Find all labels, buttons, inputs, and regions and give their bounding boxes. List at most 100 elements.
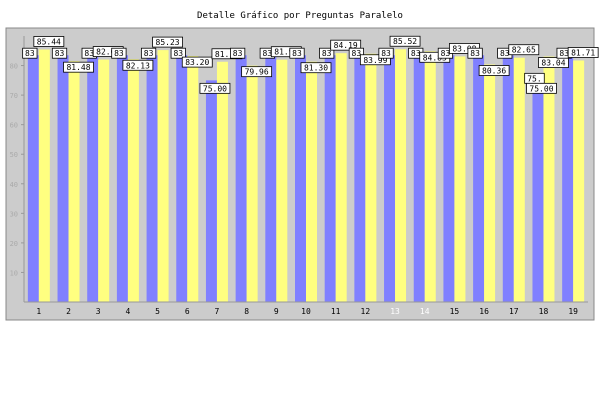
- data-label-text: 85.23: [156, 38, 180, 47]
- data-label-box: [152, 36, 183, 48]
- data-label-text: 82.65: [512, 46, 536, 55]
- bar: [513, 57, 525, 303]
- data-label-text: 85.44: [37, 37, 61, 46]
- data-label-text: 81.71: [571, 49, 595, 58]
- data-label-box: [467, 47, 483, 59]
- data-label-text: 83: [292, 49, 302, 58]
- y-tick-label: 30: [10, 210, 18, 218]
- x-tick-label: 11: [331, 307, 341, 316]
- data-label-text: 85.52: [393, 37, 417, 46]
- data-label-text: 83: [352, 49, 362, 58]
- bar: [276, 59, 288, 303]
- data-label: 83: [111, 47, 127, 59]
- data-label-text: 83: [55, 49, 65, 58]
- x-tick-label: 2: [66, 307, 71, 316]
- x-tick-label: 8: [244, 307, 249, 316]
- bar: [68, 61, 80, 302]
- data-label-text: 84.19: [334, 41, 358, 50]
- bar: [235, 55, 247, 302]
- data-label-text: 83: [233, 49, 243, 58]
- data-label-text: 81.28: [215, 50, 239, 59]
- data-label-box: [170, 47, 186, 59]
- x-axis: 1 2 3 4 5 6 7 8 9 10 11 12 13 14 15 16 17 18 19: [24, 301, 588, 316]
- data-label-box: [389, 35, 421, 47]
- bar: [532, 80, 544, 302]
- data-label: 85.52: [389, 35, 421, 47]
- data-label-text: 83.99: [363, 56, 387, 65]
- x-tick-label: 12: [361, 307, 371, 316]
- x-tick-label: 7: [215, 307, 220, 316]
- data-label: 83: [140, 47, 157, 59]
- x-tick-label: 14: [420, 307, 430, 316]
- bar: [246, 65, 258, 303]
- bar: [57, 55, 69, 302]
- x-tick-label: 1: [36, 307, 41, 316]
- bar: [395, 49, 407, 302]
- data-label: 81.71: [567, 47, 599, 58]
- bar: [87, 55, 99, 302]
- bar: [38, 49, 50, 303]
- data-label: 83.20: [181, 56, 213, 68]
- data-label-text: 82.02: [96, 48, 120, 57]
- y-axis: 10 20 30 40 50 60 70 80: [10, 36, 25, 302]
- y-tick-label: 50: [10, 151, 18, 159]
- data-label-text: 83: [25, 49, 35, 58]
- data-label-box: [378, 47, 394, 59]
- y-tick-label: 20: [10, 240, 18, 248]
- data-label: 75.00: [526, 82, 557, 94]
- bar: [176, 55, 188, 302]
- data-label-text: 83: [173, 49, 183, 58]
- data-label-text: 83: [381, 49, 391, 58]
- data-label: 85.23: [152, 36, 183, 48]
- bar: [502, 55, 514, 302]
- y-tick-label: 60: [10, 122, 18, 130]
- bar: [354, 55, 366, 302]
- y-tick-label: 10: [10, 269, 18, 277]
- x-tick-label: 17: [509, 307, 519, 316]
- bar: [306, 61, 317, 302]
- x-tick-label: 19: [568, 307, 578, 316]
- bar: [265, 55, 277, 302]
- data-label: 75.00: [199, 82, 231, 94]
- data-label-text: 75.00: [529, 84, 553, 93]
- data-label: 83: [170, 47, 186, 59]
- data-label-box: [508, 44, 540, 56]
- data-label-box: [567, 47, 599, 58]
- data-label-box: [538, 57, 569, 68]
- data-label-box: [526, 82, 557, 94]
- bar: [27, 55, 39, 302]
- x-tick-label: 13: [390, 307, 400, 316]
- bar: [365, 53, 377, 302]
- data-label-box: [63, 61, 94, 73]
- data-label: 84.19: [330, 39, 362, 51]
- data-label: 83: [348, 47, 364, 59]
- data-label-box: [478, 65, 510, 76]
- data-label-box: [199, 82, 231, 94]
- data-label-box: [33, 36, 65, 47]
- x-tick-label: 3: [96, 307, 101, 316]
- data-label-box: [319, 47, 335, 59]
- data-label-text: 83: [559, 49, 569, 58]
- data-label: 81.48: [63, 61, 94, 73]
- bar: [384, 55, 396, 302]
- bar: [146, 55, 158, 302]
- data-label-box: [122, 59, 154, 71]
- bar: [473, 55, 485, 302]
- data-label: 83: [378, 47, 394, 59]
- data-label: 79.96: [241, 66, 273, 78]
- data-label-text: 83: [144, 49, 154, 58]
- data-label-box: [241, 66, 273, 78]
- bar: [484, 64, 496, 303]
- data-label: 83: [22, 47, 38, 59]
- bar: [335, 53, 347, 302]
- bar: [187, 56, 199, 302]
- x-tick-label: 4: [125, 307, 130, 316]
- data-label-text: 83.08: [452, 44, 476, 53]
- data-label-box: [22, 47, 38, 59]
- y-tick-label: 70: [10, 92, 18, 100]
- bar: [443, 55, 455, 302]
- bar: [573, 60, 585, 302]
- bar: [562, 55, 574, 302]
- bar: [424, 51, 436, 302]
- y-tick-label: 80: [10, 63, 18, 71]
